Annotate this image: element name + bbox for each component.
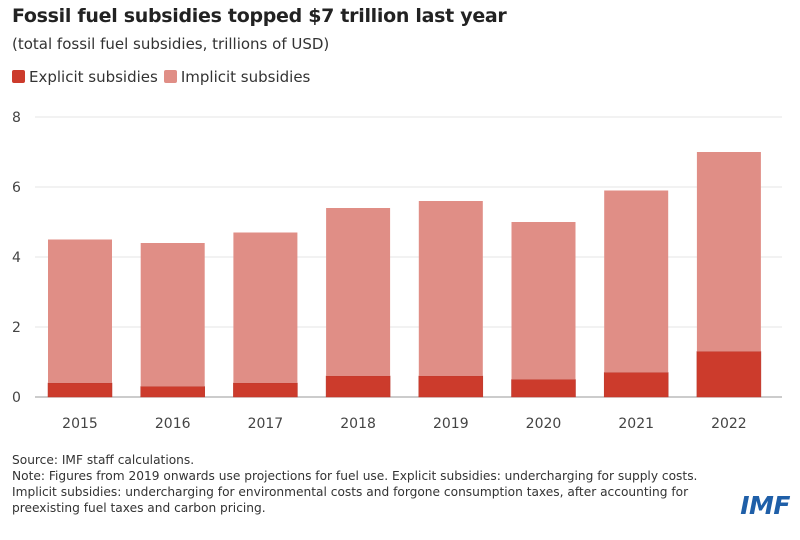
legend-swatch-explicit — [12, 70, 25, 83]
source-note: Source: IMF staff calculations. — [12, 453, 195, 467]
bar-implicit-2022 — [696, 152, 761, 352]
x-tick-label: 2022 — [711, 416, 747, 432]
bar-implicit-2017 — [233, 232, 298, 383]
legend: Explicit subsidies Implicit subsidies — [12, 68, 310, 86]
bar-implicit-2016 — [140, 243, 205, 387]
y-tick-label: 0 — [12, 390, 21, 406]
bar-explicit-2017 — [233, 382, 298, 398]
bar-implicit-2019 — [418, 201, 483, 376]
y-tick-label: 2 — [12, 320, 21, 336]
notes: Source: IMF staff calculations. Note: Fi… — [12, 452, 732, 516]
bar-explicit-2018 — [325, 375, 391, 398]
bar-implicit-2015 — [48, 239, 112, 383]
x-tick-label: 2018 — [340, 416, 376, 432]
legend-item-implicit: Implicit subsidies — [163, 68, 311, 86]
legend-label-explicit: Explicit subsidies — [29, 68, 158, 86]
bar-explicit-2015 — [47, 382, 113, 398]
footnote: Note: Figures from 2019 onwards use proj… — [12, 469, 698, 515]
bar-explicit-2022 — [696, 351, 762, 398]
y-tick-label: 6 — [12, 180, 21, 196]
y-tick-label: 8 — [12, 110, 21, 126]
y-tick-label: 4 — [12, 250, 21, 266]
bar-explicit-2016 — [140, 386, 205, 398]
bar-implicit-2020 — [511, 222, 576, 380]
bar-implicit-2021 — [604, 190, 669, 373]
x-tick-label: 2020 — [526, 416, 562, 432]
x-tick-label: 2021 — [618, 416, 654, 432]
chart-subtitle: (total fossil fuel subsidies, trillions … — [12, 35, 330, 53]
x-tick-label: 2017 — [248, 416, 284, 432]
x-tick-label: 2019 — [433, 416, 469, 432]
legend-swatch-implicit — [163, 70, 177, 83]
x-tick-label: 2015 — [62, 416, 98, 432]
bar-explicit-2021 — [603, 372, 669, 398]
legend-item-explicit: Explicit subsidies — [12, 68, 158, 86]
bar-chart: 0 2 4 6 8 2015 2016 2017 2018 2019 2020 2021 2022 — [12, 110, 782, 432]
imf-logo: IMF — [740, 491, 790, 520]
bar-explicit-2019 — [418, 375, 484, 398]
x-tick-label: 2016 — [155, 416, 191, 432]
bar-explicit-2020 — [511, 379, 576, 398]
bar-implicit-2018 — [326, 208, 391, 376]
chart-title: Fossil fuel subsidies topped $7 trillion… — [12, 5, 507, 27]
legend-label-implicit: Implicit subsidies — [180, 68, 311, 86]
